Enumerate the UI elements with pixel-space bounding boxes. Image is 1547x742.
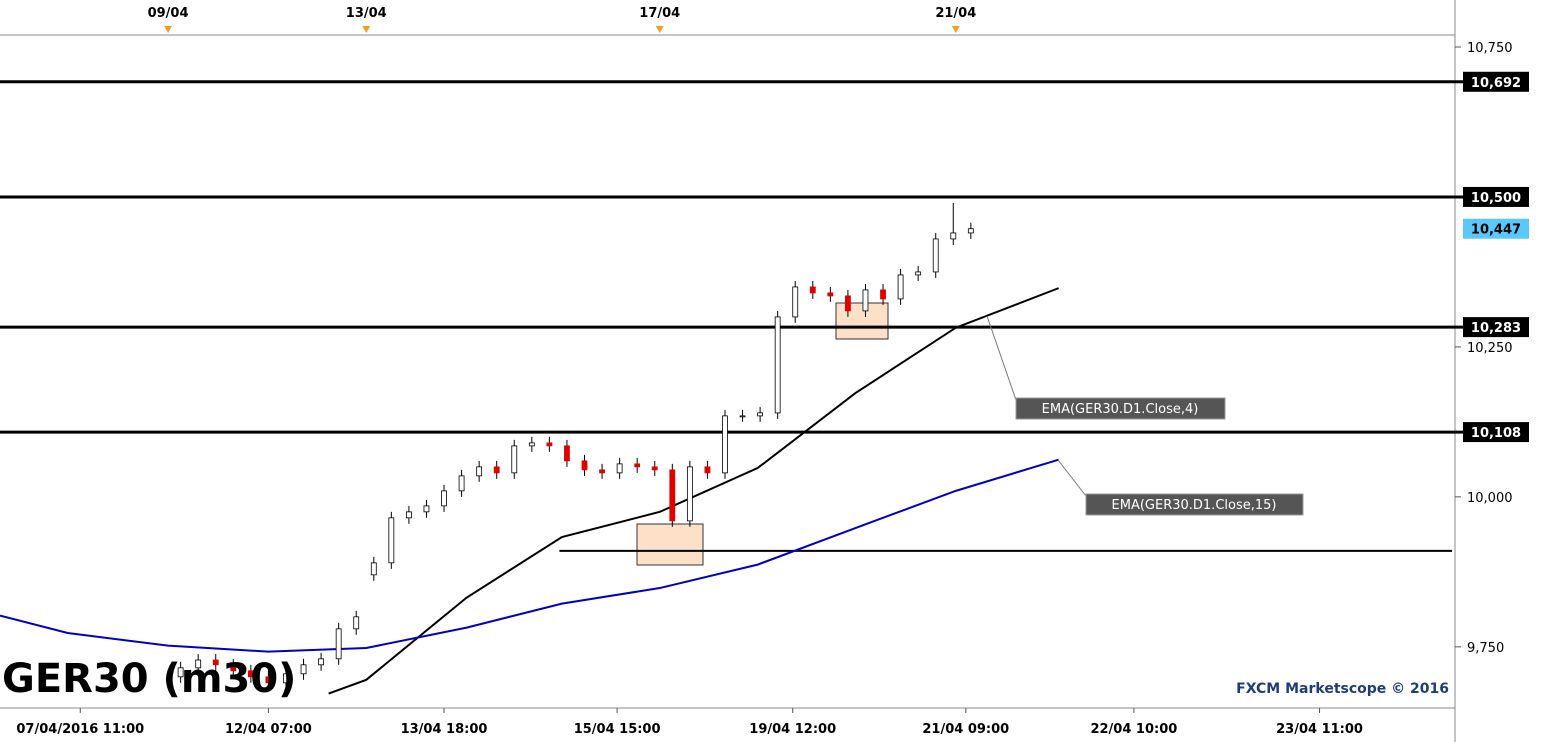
level-label: 10,283 — [1471, 321, 1521, 336]
candle-body — [353, 616, 360, 630]
candle-body — [634, 463, 641, 468]
ema-pointer — [986, 315, 1017, 401]
candle-body — [546, 442, 553, 447]
x-tick-label: 23/04 11:00 — [1276, 722, 1363, 737]
last-price-box — [1463, 218, 1529, 239]
candle-body — [177, 667, 184, 678]
top-tick-label: 13/04 — [346, 6, 387, 21]
ema-line — [0, 458, 1059, 653]
ema-pointer — [1057, 459, 1087, 497]
candle-body — [265, 676, 272, 684]
y-tick-label: 10,250 — [1467, 341, 1513, 356]
x-tick-label: 12/04 07:00 — [225, 722, 312, 737]
candle-body — [458, 475, 465, 492]
candle-body — [511, 445, 518, 474]
candle-body — [774, 316, 781, 414]
candle-body — [950, 232, 957, 240]
candle-body — [370, 562, 377, 576]
x-tick-label: 21/04 09:00 — [922, 722, 1009, 737]
top-tick-label: 21/04 — [935, 6, 976, 21]
x-tick-label: 19/04 12:00 — [749, 722, 836, 737]
candle-body — [704, 466, 711, 474]
y-tick-label: 10,000 — [1467, 491, 1513, 506]
candle-body — [493, 466, 500, 474]
candle-body — [757, 412, 764, 417]
candle-body — [423, 505, 430, 513]
candle-body — [247, 670, 254, 678]
level-label: 10,500 — [1471, 191, 1521, 206]
candle-body — [388, 517, 395, 564]
top-tick-label: 09/04 — [148, 6, 189, 21]
candle-body — [318, 658, 325, 666]
highlight-zone — [835, 302, 889, 340]
x-tick-label: 13/04 18:00 — [401, 722, 488, 737]
y-tick-label: 9,750 — [1467, 641, 1504, 656]
ema-label-box — [1085, 493, 1304, 516]
x-tick-label: 15/04 15:00 — [574, 722, 661, 737]
top-tick-label: 17/04 — [639, 6, 680, 21]
x-tick-label: 22/04 10:00 — [1090, 722, 1177, 737]
candle-body — [300, 664, 307, 675]
top-tick-marker — [951, 26, 960, 33]
level-label: 10,692 — [1471, 76, 1521, 91]
y-tick-label: 10,750 — [1467, 41, 1513, 56]
candle-body — [915, 271, 922, 276]
top-tick-marker — [362, 26, 371, 33]
candle-body — [827, 292, 834, 297]
candle-body — [616, 463, 623, 474]
candle-body — [651, 466, 658, 471]
top-tick-marker — [164, 26, 173, 33]
top-tick-marker — [655, 26, 664, 33]
level-label: 10,108 — [1471, 426, 1521, 441]
last-price-label: 10,447 — [1471, 223, 1521, 238]
candle-body — [739, 415, 746, 418]
candle-body — [722, 415, 728, 474]
ema-label: EMA(GER30.D1.Close,15) — [1112, 498, 1277, 513]
candle-body — [792, 286, 799, 318]
candle-body — [335, 628, 342, 660]
watermark: FXCM Marketscope © 2016 — [1236, 681, 1449, 697]
level-label-box — [1463, 186, 1529, 207]
candle-body — [897, 274, 904, 300]
candle-body — [809, 286, 816, 294]
candle-body — [845, 295, 851, 312]
candle-body — [283, 673, 289, 684]
candle-body — [932, 238, 939, 273]
candle-body — [669, 469, 676, 522]
level-label-box — [1463, 317, 1529, 338]
candle-body — [599, 469, 605, 474]
ema-line — [328, 287, 1059, 695]
candle-body — [230, 664, 237, 672]
candle-body — [441, 490, 447, 507]
highlight-zone — [636, 523, 704, 566]
candle-body — [581, 460, 588, 471]
ema-label: EMA(GER30.D1.Close,4) — [1042, 402, 1199, 417]
candle-body — [212, 659, 219, 666]
ema-label-box — [1015, 397, 1226, 420]
chart-title: GER30 (m30) — [2, 656, 296, 702]
candle-body — [564, 445, 570, 462]
level-label-box — [1463, 71, 1529, 92]
candle-body — [195, 659, 202, 669]
candle-body — [406, 511, 412, 519]
candle-body — [528, 442, 535, 447]
candle-body — [686, 466, 693, 522]
candle-body — [967, 228, 974, 234]
candle-body — [476, 466, 483, 477]
candle-body — [862, 289, 869, 312]
candle-body — [880, 289, 886, 300]
level-label-box — [1463, 422, 1529, 443]
x-tick-label: 07/04/2016 11:00 — [16, 722, 144, 737]
plot — [0, 80, 1463, 695]
